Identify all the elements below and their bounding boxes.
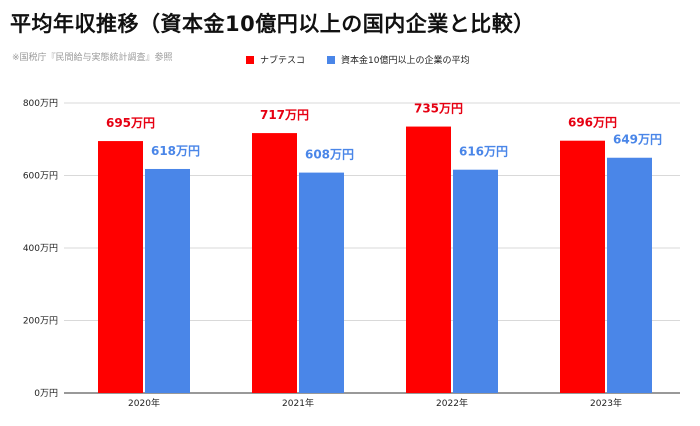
y-tick-label: 0万円 — [34, 388, 58, 399]
bar-series-1 — [406, 126, 451, 393]
legend: ナブテスコ 資本金10億円以上の企業の平均 — [246, 53, 491, 66]
bar-series-2 — [607, 157, 652, 393]
data-label-series-2: 649万円 — [613, 133, 662, 147]
chart-title: 平均年収推移（資本金10億円以上の国内企業と比較） — [10, 12, 535, 36]
source-note: ※国税庁『民間給与実態統計調査』参照 — [12, 53, 173, 63]
bar-series-1 — [560, 140, 605, 393]
bar-series-2 — [453, 169, 498, 393]
data-label-series-1: 696万円 — [568, 116, 617, 130]
legend-swatch-series-1 — [246, 55, 254, 64]
bar-series-2 — [299, 172, 344, 393]
legend-swatch-series-2 — [327, 55, 336, 64]
x-tick-label: 2020年 — [128, 397, 160, 409]
legend-item-series-2: 資本金10億円以上の企業の平均 — [327, 53, 469, 66]
x-tick-label: 2023年 — [590, 397, 622, 409]
legend-item-series-1: ナブテスコ — [246, 53, 305, 66]
data-label-series-1: 695万円 — [106, 116, 155, 130]
bar-series-1 — [98, 141, 143, 393]
y-tick-label: 200万円 — [23, 316, 58, 327]
x-tick-label: 2021年 — [282, 397, 314, 409]
legend-label-series-2: 資本金10億円以上の企業の平均 — [341, 56, 470, 66]
bar-series-2 — [145, 168, 190, 393]
data-label-series-2: 616万円 — [459, 145, 508, 159]
x-tick-label: 2022年 — [436, 397, 468, 409]
y-tick-label: 800万円 — [23, 98, 58, 109]
legend-label-series-1: ナブテスコ — [260, 56, 306, 66]
bar-series-1 — [252, 133, 297, 393]
y-tick-label: 400万円 — [23, 243, 58, 254]
data-label-series-1: 735万円 — [414, 102, 463, 116]
data-label-series-2: 608万円 — [305, 148, 354, 162]
data-label-series-2: 618万円 — [151, 144, 200, 158]
y-tick-label: 600万円 — [23, 171, 58, 182]
data-label-series-1: 717万円 — [260, 108, 309, 122]
